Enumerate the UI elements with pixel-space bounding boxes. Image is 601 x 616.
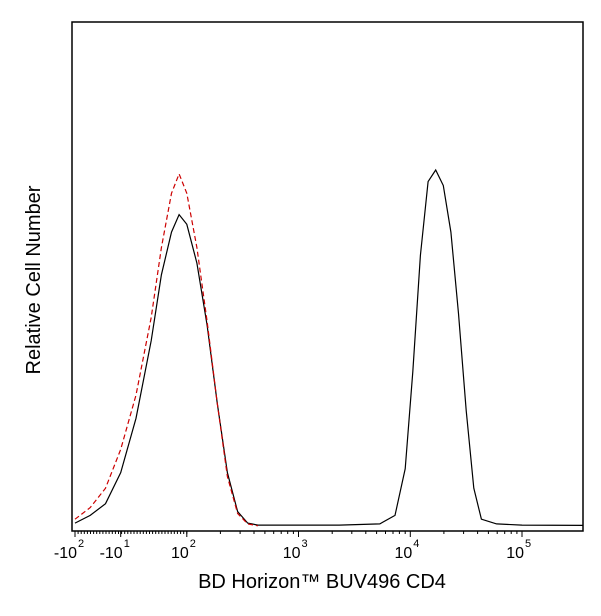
x-tick-exponent: 2 — [78, 538, 84, 550]
x-tick-label: 10 — [395, 545, 413, 562]
series-line-1 — [74, 172, 259, 527]
x-tick-label: 10 — [506, 545, 524, 562]
x-tick-label: 10 — [283, 545, 301, 562]
x-axis-label: BD Horizon™ BUV496 CD4 — [198, 571, 446, 593]
x-tick-exponent: 1 — [124, 538, 130, 550]
x-tick-exponent: 4 — [413, 538, 419, 550]
x-tick-layer — [74, 531, 523, 537]
x-tick-exponent: 2 — [190, 538, 196, 550]
plot-frame — [71, 21, 584, 532]
x-tick-label: 10 — [171, 545, 189, 562]
x-tick-label: -10 — [54, 545, 77, 562]
x-tick-exponent: 5 — [525, 538, 531, 550]
x-tick-exponent: 3 — [302, 538, 308, 550]
x-tick-label: -10 — [100, 545, 123, 562]
series-line-0 — [74, 168, 584, 526]
series-layer — [74, 168, 584, 527]
y-axis-label: Relative Cell Number — [23, 185, 45, 374]
